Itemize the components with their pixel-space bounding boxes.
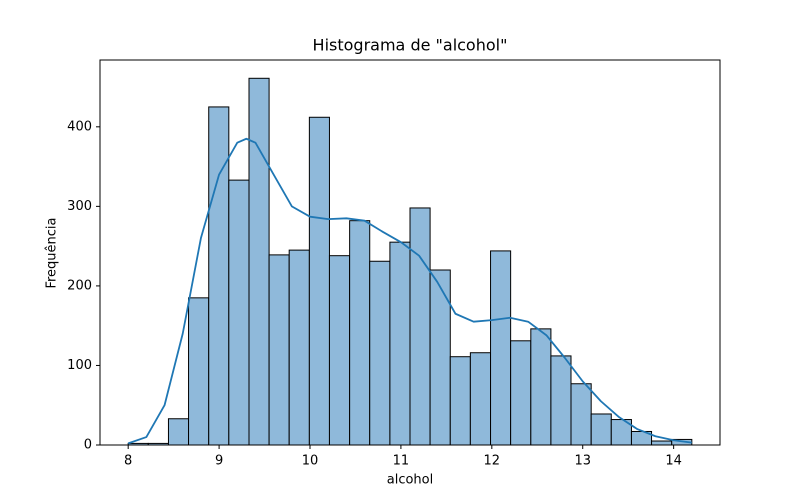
x-tick-label: 10 <box>302 454 319 469</box>
y-tick-label: 100 <box>67 358 92 373</box>
x-axis-label: alcohol <box>387 473 433 488</box>
bar <box>268 254 290 446</box>
bar <box>530 328 552 446</box>
x-tick-label: 14 <box>665 454 682 469</box>
y-axis-label: Frequência <box>45 217 60 288</box>
bar <box>429 269 451 446</box>
bar <box>369 260 391 446</box>
bar <box>228 179 250 446</box>
chart-title: Histograma de "alcohol" <box>313 36 508 55</box>
kde-line <box>127 137 692 445</box>
bar <box>469 352 492 446</box>
y-tick-label: 200 <box>67 278 92 293</box>
x-tick-label: 11 <box>393 454 410 469</box>
bar <box>590 413 612 446</box>
bar <box>409 207 431 446</box>
bar <box>188 297 210 446</box>
y-tick-label: 0 <box>84 438 92 453</box>
y-tick-label: 400 <box>67 119 92 134</box>
plot-frame <box>99 59 721 446</box>
bar <box>490 250 512 446</box>
bar <box>328 255 351 446</box>
bar <box>248 77 270 446</box>
bar <box>308 116 330 446</box>
bar <box>167 418 190 446</box>
bar <box>510 340 532 446</box>
bar <box>651 440 673 446</box>
bar <box>550 355 572 446</box>
bar <box>349 220 371 446</box>
bar <box>570 383 592 446</box>
bar <box>208 106 230 446</box>
bar <box>389 241 411 446</box>
x-tick-label: 12 <box>484 454 501 469</box>
y-tick-label: 300 <box>67 199 92 214</box>
x-tick-label: 13 <box>574 454 591 469</box>
bar <box>449 356 471 446</box>
bar <box>288 249 310 446</box>
x-tick-label: 9 <box>215 454 223 469</box>
x-tick-label: 8 <box>124 454 132 469</box>
